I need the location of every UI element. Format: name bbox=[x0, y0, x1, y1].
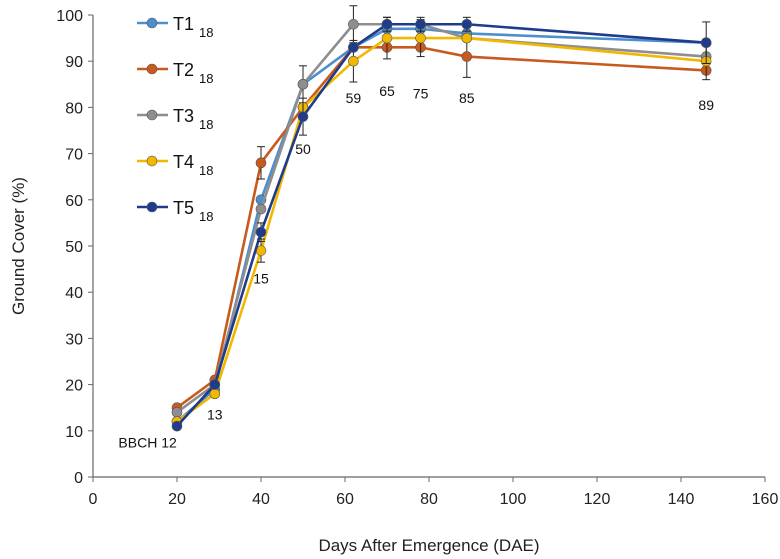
y-tick-label: 100 bbox=[56, 8, 83, 25]
data-point bbox=[348, 42, 359, 53]
legend-label: T2 bbox=[173, 60, 194, 80]
series-t4 bbox=[171, 16, 712, 427]
y-tick-label: 40 bbox=[65, 285, 83, 302]
legend-label-subscript: 18 bbox=[199, 71, 213, 86]
x-tick-label: 20 bbox=[168, 491, 186, 508]
stage-label: 89 bbox=[698, 97, 714, 113]
data-point bbox=[461, 32, 473, 44]
stage-label: 75 bbox=[413, 86, 429, 102]
x-tick-label: 80 bbox=[420, 491, 438, 508]
data-point bbox=[171, 420, 183, 432]
series-t1 bbox=[171, 23, 712, 427]
stage-label: 59 bbox=[346, 90, 362, 106]
stage-label: 15 bbox=[253, 270, 269, 286]
y-tick-label: 30 bbox=[65, 331, 83, 348]
legend-item-t3: T3 18 bbox=[137, 106, 213, 132]
y-tick-label: 0 bbox=[74, 470, 83, 487]
data-point bbox=[461, 18, 473, 30]
x-tick-label: 40 bbox=[252, 491, 270, 508]
legend-swatch-marker bbox=[146, 17, 158, 29]
stage-label: 85 bbox=[459, 90, 475, 106]
legend-label: T1 bbox=[173, 14, 194, 34]
legend-label-subscript: 18 bbox=[199, 209, 213, 224]
data-point bbox=[255, 203, 267, 215]
chart-series bbox=[171, 5, 712, 432]
legend-label-subscript: 18 bbox=[199, 25, 213, 40]
data-point bbox=[381, 32, 393, 44]
x-tick-label: 120 bbox=[584, 491, 611, 508]
y-tick-label: 10 bbox=[65, 424, 83, 441]
legend-label-subscript: 18 bbox=[199, 163, 213, 178]
legend-label: T4 bbox=[173, 152, 194, 172]
data-point bbox=[700, 37, 712, 49]
x-tick-label: 160 bbox=[752, 491, 779, 508]
stage-label: 13 bbox=[207, 407, 223, 423]
y-tick-label: 90 bbox=[65, 54, 83, 71]
data-point bbox=[381, 18, 393, 30]
legend-label-subscript: 18 bbox=[199, 117, 213, 132]
data-point bbox=[255, 157, 267, 169]
x-tick-label: 100 bbox=[500, 491, 527, 508]
data-point bbox=[209, 379, 221, 390]
chart-ticks: 0 10 20 30 40 50 60 70 80 90 100 0 20 40 60 80 100 120 140… bbox=[56, 8, 778, 508]
y-tick-label: 80 bbox=[65, 100, 83, 117]
data-point bbox=[348, 18, 359, 30]
legend-item-t5: T5 18 bbox=[137, 198, 213, 224]
data-point bbox=[171, 407, 183, 418]
legend-swatch-marker bbox=[146, 201, 158, 213]
y-tick-label: 20 bbox=[65, 378, 83, 395]
data-point bbox=[461, 51, 473, 62]
legend-item-t1: T1 18 bbox=[137, 14, 213, 40]
stage-label: 65 bbox=[379, 83, 395, 99]
series-t5 bbox=[171, 16, 712, 432]
stage-label: BBCH 12 bbox=[118, 434, 177, 450]
y-tick-label: 60 bbox=[65, 193, 83, 210]
series-t3 bbox=[171, 5, 712, 418]
x-tick-label: 140 bbox=[668, 491, 695, 508]
chart-legend: T1 18 T2 18 T3 18 T4 18 T5 18 bbox=[137, 14, 213, 224]
legend-label: T5 bbox=[173, 198, 194, 218]
x-axis-title: Days After Emergence (DAE) bbox=[318, 536, 539, 555]
legend-swatch-marker bbox=[146, 155, 158, 167]
x-tick-label: 60 bbox=[336, 491, 354, 508]
chart-annotations: BBCH 12 13 15 50 59 65 75 85 89 bbox=[118, 83, 714, 450]
data-point bbox=[297, 79, 309, 90]
y-axis-title: Ground Cover (%) bbox=[9, 177, 28, 315]
stage-label: 50 bbox=[295, 141, 311, 157]
legend-item-t2: T2 18 bbox=[137, 60, 213, 86]
legend-label: T3 bbox=[173, 106, 194, 126]
data-point bbox=[415, 32, 426, 44]
data-point bbox=[415, 18, 426, 30]
data-point bbox=[348, 55, 359, 67]
x-tick-label: 0 bbox=[89, 491, 98, 508]
series-t2 bbox=[171, 35, 712, 414]
data-point bbox=[297, 111, 309, 122]
legend-swatch-marker bbox=[146, 109, 158, 121]
y-tick-label: 50 bbox=[65, 239, 83, 256]
y-tick-label: 70 bbox=[65, 147, 83, 164]
data-point bbox=[255, 226, 267, 238]
legend-item-t4: T4 18 bbox=[137, 152, 213, 178]
legend-swatch-marker bbox=[146, 63, 158, 75]
